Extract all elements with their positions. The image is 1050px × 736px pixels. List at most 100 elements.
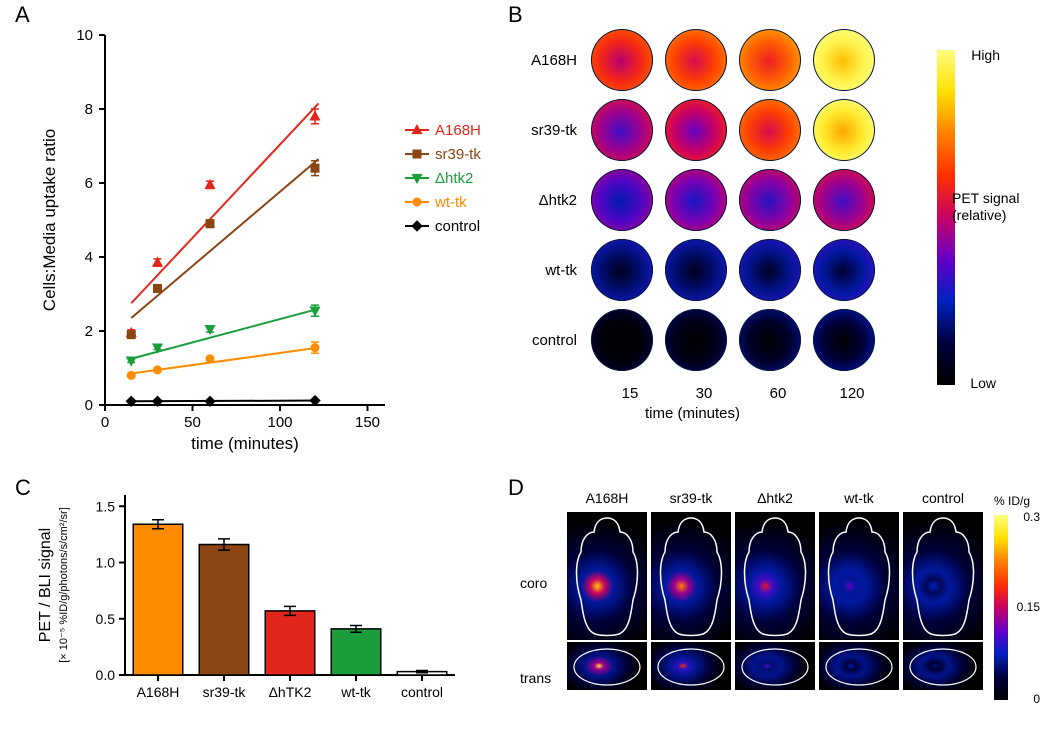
svg-text:control: control [435, 218, 480, 235]
well [739, 99, 801, 161]
coro-image [819, 512, 899, 640]
mouse-col-label: A168H [565, 490, 649, 508]
well [591, 239, 653, 301]
well [591, 169, 653, 231]
well [813, 169, 875, 231]
well [665, 29, 727, 91]
time-label: 15 [593, 385, 667, 402]
time-axis-label: time (minutes) [645, 405, 740, 422]
svg-text:A168H: A168H [137, 684, 180, 700]
svg-text:A168H: A168H [435, 122, 481, 139]
svg-text:0: 0 [85, 397, 93, 414]
svg-text:100: 100 [267, 414, 292, 431]
time-labels-row: 153060120 [593, 385, 889, 402]
svg-text:0.5: 0.5 [96, 611, 116, 627]
coro-image [651, 512, 731, 640]
mouse-column: wt-tk [817, 490, 901, 692]
panel-c: 0.0 0.5 1.0 1.5 PET / BLI signal [× 10⁻⁵ %ID/… [10, 480, 490, 730]
well-row-label: control [505, 332, 585, 349]
well [813, 239, 875, 301]
svg-text:0.0: 0.0 [96, 667, 116, 683]
svg-text:8: 8 [85, 101, 93, 118]
well [739, 239, 801, 301]
svg-text:6: 6 [85, 175, 93, 192]
panel-b: A168H sr39-tk Δhtk2 wt-tk control High Low P… [505, 5, 1050, 435]
svg-text:ΔhTK2: ΔhTK2 [269, 684, 312, 700]
svg-text:PET / BLI signal: PET / BLI signal [37, 528, 54, 642]
well [739, 169, 801, 231]
well-row: Δhtk2 [505, 165, 881, 235]
svg-text:wt-tk: wt-tk [340, 684, 372, 700]
colorbar-d-tick-mid: 0.15 [1017, 600, 1040, 614]
svg-text:wt-tk: wt-tk [434, 194, 467, 211]
mouse-column: Δhtk2 [733, 490, 817, 692]
svg-text:0: 0 [101, 414, 109, 431]
svg-text:2: 2 [85, 323, 93, 340]
mouse-col-label: wt-tk [817, 490, 901, 508]
mouse-col-label: Δhtk2 [733, 490, 817, 508]
svg-text:Δhtk2: Δhtk2 [435, 170, 473, 187]
colorbar-high-label: High [971, 47, 1000, 63]
panel-a: 0 50 100 150 0 2 4 6 8 10 time (minutes) Cells:Medi… [10, 5, 490, 455]
well [665, 239, 727, 301]
wells-grid: A168H sr39-tk Δhtk2 wt-tk control [505, 25, 881, 375]
well-row: sr39-tk [505, 95, 881, 165]
coro-image [735, 512, 815, 640]
mouse-column: sr39-tk [649, 490, 733, 692]
svg-text:50: 50 [184, 414, 201, 431]
well-row-label: Δhtk2 [505, 192, 585, 209]
svg-text:4: 4 [85, 249, 93, 266]
svg-text:sr39-tk: sr39-tk [203, 684, 247, 700]
panel-c-chart: 0.0 0.5 1.0 1.5 PET / BLI signal [× 10⁻⁵ %ID/… [10, 480, 490, 730]
well [739, 309, 801, 371]
svg-text:[× 10⁻⁵ %ID/g/photons/s/cm²/sr: [× 10⁻⁵ %ID/g/photons/s/cm²/sr] [58, 507, 70, 663]
trans-label: trans [520, 670, 551, 686]
well [665, 169, 727, 231]
colorbar-d-tick-bot: 0 [1033, 692, 1040, 706]
time-label: 60 [741, 385, 815, 402]
mouse-column: control [901, 490, 985, 692]
well-row: wt-tk [505, 235, 881, 305]
coro-image [903, 512, 983, 640]
well-row-label: wt-tk [505, 262, 585, 279]
coro-label: coro [520, 575, 547, 591]
trans-image [735, 642, 815, 690]
colorbar-label: PET signal (relative) [952, 190, 1032, 224]
panel-a-chart: 0 50 100 150 0 2 4 6 8 10 time (minutes) Cells:Medi… [10, 5, 490, 455]
well-row: control [505, 305, 881, 375]
trans-image [903, 642, 983, 690]
colorbar-low-label: Low [970, 375, 996, 391]
time-label: 30 [667, 385, 741, 402]
coro-image [567, 512, 647, 640]
svg-text:time (minutes): time (minutes) [191, 434, 299, 453]
svg-text:sr39-tk: sr39-tk [435, 146, 481, 163]
well-row-label: A168H [505, 52, 585, 69]
mouse-column: A168H [565, 490, 649, 692]
svg-text:control: control [401, 684, 443, 700]
trans-image [567, 642, 647, 690]
colorbar-d-label: % ID/g [994, 494, 1030, 508]
well [813, 309, 875, 371]
mouse-col-label: control [901, 490, 985, 508]
trans-image [819, 642, 899, 690]
colorbar-d-tick-top: 0.3 [1023, 510, 1040, 524]
well [665, 309, 727, 371]
well [665, 99, 727, 161]
well-row-label: sr39-tk [505, 122, 585, 139]
well [739, 29, 801, 91]
svg-text:Cells:Media uptake ratio: Cells:Media uptake ratio [40, 129, 59, 311]
well-row: A168H [505, 25, 881, 95]
well [591, 99, 653, 161]
panel-d: A168Hsr39-tkΔhtk2wt-tkcontrol coro trans… [505, 480, 1050, 730]
well [813, 29, 875, 91]
mouse-col-label: sr39-tk [649, 490, 733, 508]
well [591, 29, 653, 91]
svg-text:150: 150 [355, 414, 380, 431]
well [591, 309, 653, 371]
panel-d-colorbar [994, 515, 1008, 700]
svg-text:1.5: 1.5 [96, 498, 116, 514]
trans-image [651, 642, 731, 690]
svg-text:10: 10 [76, 27, 93, 44]
svg-text:1.0: 1.0 [96, 555, 116, 571]
mice-grid: A168Hsr39-tkΔhtk2wt-tkcontrol [565, 490, 985, 692]
